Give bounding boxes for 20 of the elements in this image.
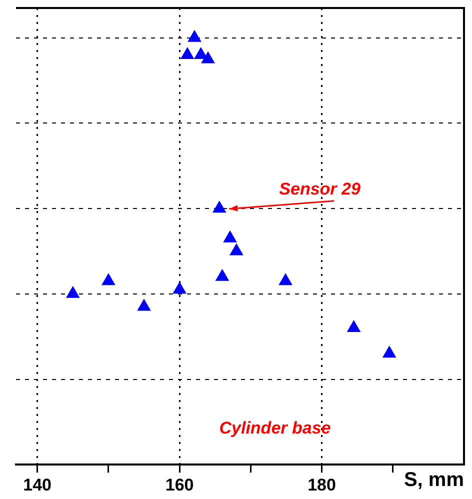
- point: [346, 320, 361, 332]
- point: [201, 51, 215, 64]
- point: [223, 230, 237, 242]
- x-tick-label: 180: [308, 475, 336, 494]
- point: [180, 46, 194, 59]
- annotation: Sensor 29: [279, 180, 361, 199]
- point: [278, 273, 292, 286]
- point: [137, 298, 151, 311]
- point: [212, 200, 226, 213]
- point: [188, 30, 202, 42]
- point: [230, 243, 244, 256]
- x-axis-title: S, mm: [404, 469, 464, 492]
- x-tick-label: 140: [23, 475, 52, 494]
- annotation: Cylinder base: [219, 418, 331, 438]
- point: [382, 346, 396, 358]
- point: [172, 282, 186, 294]
- point: [102, 273, 116, 286]
- x-tick-label: 160: [165, 475, 194, 494]
- point: [215, 268, 230, 281]
- point: [66, 286, 80, 298]
